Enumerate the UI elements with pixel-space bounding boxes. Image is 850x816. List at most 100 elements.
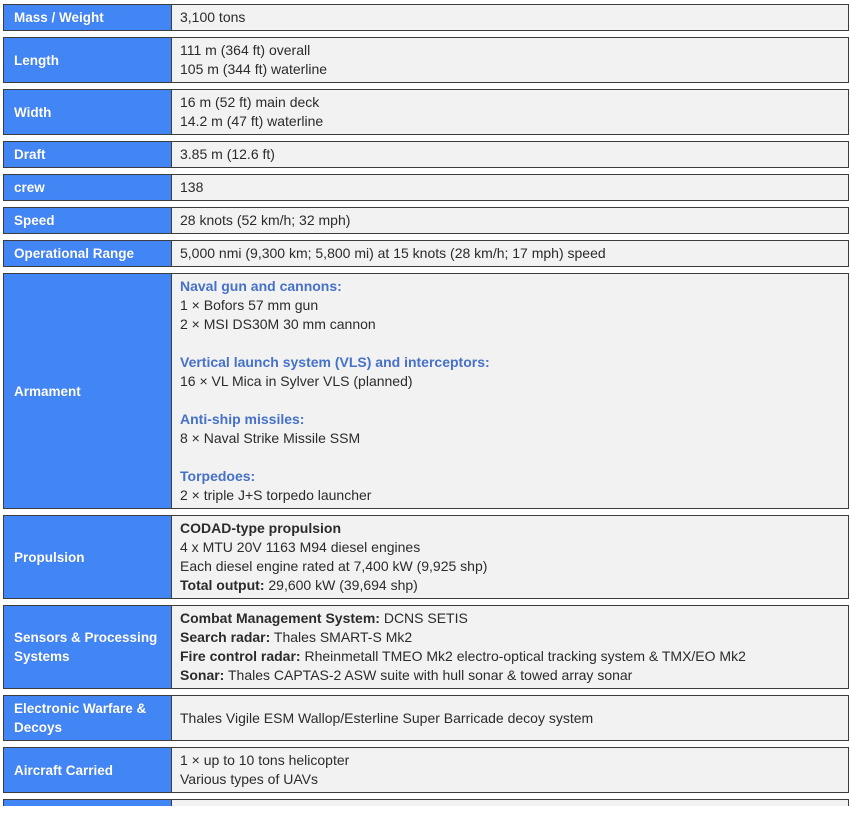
row-value-draft: 3.85 m (12.6 ft) [172, 142, 848, 167]
spec-line: 8 × Naval Strike Missile SSM [180, 429, 842, 448]
spec-text: 3.85 m (12.6 ft) [180, 146, 275, 162]
table-row-crew: crew 138 [3, 174, 849, 201]
spec-text: 3,100 tons [180, 9, 246, 25]
spec-text: 1 × Bofors 57 mm gun [180, 297, 319, 313]
spec-line: 5,000 nmi (9,300 km; 5,800 mi) at 15 kno… [180, 244, 842, 263]
row-value-aircraft-carried: 1 × up to 10 tons helicopter Various type… [172, 748, 848, 792]
row-header-label: Draft [14, 147, 46, 162]
row-header-propulsion: Propulsion [4, 516, 172, 598]
spec-text: 29,600 kW (39,694 shp) [264, 577, 418, 593]
row-header-label: Width [14, 104, 52, 120]
spec-line: 3,100 tons [180, 8, 842, 27]
table-row-partial-bottom [3, 799, 849, 806]
row-value-width: 16 m (52 ft) main deck 14.2 m (47 ft) wat… [172, 90, 848, 134]
row-header-draft: Draft [4, 142, 172, 167]
row-header-partial-bottom [4, 800, 172, 806]
spec-line: 16 × VL Mica in Sylver VLS (planned) [180, 372, 842, 391]
spec-text: 105 m (344 ft) waterline [180, 61, 328, 77]
table-row-propulsion: Propulsion CODAD-type propulsion 4 x MTU 2… [3, 515, 849, 599]
spec-line: Naval gun and cannons: [180, 277, 842, 296]
table-row-speed: Speed 28 knots (52 km/h; 32 mph) [3, 207, 849, 234]
spec-line: Each diesel engine rated at 7,400 kW (9,… [180, 557, 842, 576]
row-value-ew-decoys: Thales Vigile ESM Wallop/Esterline Super… [172, 696, 848, 740]
spec-line: 3.85 m (12.6 ft) [180, 145, 842, 164]
spec-line: 28 knots (52 km/h; 32 mph) [180, 211, 842, 230]
table-row-ew-decoys: Electronic Warfare & Decoys Thales Vigile… [3, 695, 849, 741]
row-header-width: Width [4, 90, 172, 134]
spec-line: 4 x MTU 20V 1163 M94 diesel engines [180, 538, 842, 557]
spec-line: Sonar: Thales CAPTAS-2 ASW suite with hu… [180, 666, 842, 685]
row-value-length: 111 m (364 ft) overall 105 m (344 ft) wat… [172, 38, 848, 82]
ship-spec-table: Mass / Weight 3,100 tons Length 111 m (364 … [3, 4, 849, 806]
spec-line: 111 m (364 ft) overall [180, 41, 842, 60]
spacer-line [180, 391, 842, 410]
spec-text: Combat Management System: [180, 610, 380, 626]
spec-text: 138 [180, 179, 204, 195]
table-row-sensors-processing: Sensors & Processing Systems Combat Manag… [3, 605, 849, 689]
row-value-speed: 28 knots (52 km/h; 32 mph) [172, 208, 848, 233]
row-value-sensors-processing: Combat Management System: DCNS SETIS Sear… [172, 606, 848, 688]
row-value-propulsion: CODAD-type propulsion 4 x MTU 20V 1163 M9… [172, 516, 848, 598]
row-header-label: Armament [14, 383, 81, 399]
spec-line: Torpedoes: [180, 467, 842, 486]
spec-text: Thales CAPTAS-2 ASW suite with hull sona… [224, 667, 633, 683]
spec-line: CODAD-type propulsion [180, 519, 842, 538]
row-header-armament: Armament [4, 274, 172, 508]
spec-line: 2 × MSI DS30M 30 mm cannon [180, 315, 842, 334]
row-header-label: Electronic Warfare & Decoys [14, 701, 147, 735]
spec-text: Total output: [180, 577, 265, 593]
row-header-sensors-processing: Sensors & Processing Systems [4, 606, 172, 688]
table-row-mass-weight: Mass / Weight 3,100 tons [3, 4, 849, 31]
spec-line: 2 × triple J+S torpedo launcher [180, 486, 842, 505]
row-header-operational-range: Operational Range [4, 241, 172, 266]
row-value-crew: 138 [172, 175, 848, 200]
spec-text: Various types of UAVs [180, 771, 318, 787]
row-header-length: Length [4, 38, 172, 82]
spec-text: Search radar: [180, 629, 271, 645]
spec-text: 16 × VL Mica in Sylver VLS (planned) [180, 373, 413, 389]
row-header-label: Mass / Weight [14, 10, 104, 25]
row-header-crew: crew [4, 175, 172, 200]
spec-text: 2 × triple J+S torpedo launcher [180, 487, 372, 503]
row-header-label: crew [14, 180, 45, 195]
spec-text: DCNS SETIS [379, 610, 468, 626]
group-header-text: Anti-ship missiles: [180, 411, 305, 427]
spec-text: 111 m (364 ft) overall [180, 42, 311, 58]
spacer-line [180, 448, 842, 467]
table-row-armament: Armament Naval gun and cannons: 1 × Bofors… [3, 273, 849, 509]
row-header-label: Operational Range [14, 246, 135, 261]
spec-line: 1 × up to 10 tons helicopter [180, 751, 842, 770]
spec-text: 28 knots (52 km/h; 32 mph) [180, 212, 351, 228]
table-row-operational-range: Operational Range 5,000 nmi (9,300 km; 5,… [3, 240, 849, 267]
spec-line: Various types of UAVs [180, 770, 842, 789]
spec-line: Search radar: Thales SMART-S Mk2 [180, 628, 842, 647]
table-row-draft: Draft 3.85 m (12.6 ft) [3, 141, 849, 168]
row-header-label: Length [14, 52, 59, 68]
row-header-mass-weight: Mass / Weight [4, 5, 172, 30]
spec-line: 138 [180, 178, 842, 197]
spec-text: Each diesel engine rated at 7,400 kW (9,… [180, 558, 488, 574]
row-header-aircraft-carried: Aircraft Carried [4, 748, 172, 792]
table-row-length: Length 111 m (364 ft) overall 105 m (344 f… [3, 37, 849, 83]
spec-line: Total output: 29,600 kW (39,694 shp) [180, 576, 842, 595]
spec-line: Thales Vigile ESM Wallop/Esterline Super… [180, 709, 842, 728]
row-header-label: Propulsion [14, 549, 85, 565]
spec-line: 105 m (344 ft) waterline [180, 60, 842, 79]
group-header-text: Naval gun and cannons: [180, 278, 342, 294]
spec-text: 5,000 nmi (9,300 km; 5,800 mi) at 15 kno… [180, 245, 606, 261]
row-header-speed: Speed [4, 208, 172, 233]
spec-text: 2 × MSI DS30M 30 mm cannon [180, 316, 376, 332]
table-row-aircraft-carried: Aircraft Carried 1 × up to 10 tons helico… [3, 747, 849, 793]
spec-text: Rheinmetall TMEO Mk2 electro-optical tra… [300, 648, 746, 664]
spec-text: 1 × up to 10 tons helicopter [180, 752, 350, 768]
row-value-partial-bottom [172, 800, 848, 806]
group-header-text: Vertical launch system (VLS) and interce… [180, 354, 490, 370]
row-header-ew-decoys: Electronic Warfare & Decoys [4, 696, 172, 740]
spec-text: Thales Vigile ESM Wallop/Esterline Super… [180, 709, 594, 726]
spec-text: 16 m (52 ft) main deck [180, 94, 320, 110]
spec-line: Anti-ship missiles: [180, 410, 842, 429]
spec-text: Thales SMART-S Mk2 [270, 629, 413, 645]
row-value-armament: Naval gun and cannons: 1 × Bofors 57 mm g… [172, 274, 848, 508]
table-row-width: Width 16 m (52 ft) main deck 14.2 m (47 ft… [3, 89, 849, 135]
spec-text: 14.2 m (47 ft) waterline [180, 113, 324, 129]
